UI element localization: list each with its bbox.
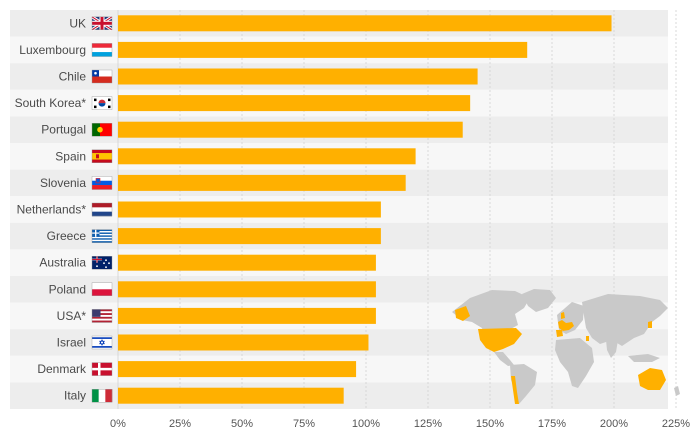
map-australia (638, 368, 666, 390)
flag-australia-icon (91, 256, 113, 270)
category-label: South Korea* (15, 96, 87, 110)
category-labels: UK Luxembourg Chile South Korea* Portugal Spa… (15, 16, 87, 402)
category-label: Luxembourg (19, 43, 86, 57)
bar (118, 307, 376, 324)
category-label: Italy (64, 389, 86, 403)
map-africa (555, 338, 594, 388)
flags (91, 15, 113, 403)
flag-spain-icon (91, 149, 113, 164)
flag-netherlands-icon (91, 202, 113, 217)
map-central-america (494, 352, 514, 366)
x-tick-label: 75% (293, 418, 315, 430)
flag-luxembourg-icon (91, 43, 113, 57)
category-label: Netherlands* (17, 203, 87, 217)
map-greenland (522, 289, 556, 312)
map-new-zealand (674, 386, 680, 396)
flag-poland-icon (91, 282, 113, 296)
bar (118, 254, 376, 271)
flag-uk-icon (91, 15, 113, 32)
flag-denmark-icon (91, 362, 113, 376)
x-tick-label: 175% (538, 418, 566, 430)
map-indonesia (628, 354, 660, 362)
map-north-america (452, 290, 530, 345)
flag-greece-icon (91, 229, 113, 243)
x-tick-label: 50% (231, 418, 253, 430)
category-label: Chile (59, 70, 87, 84)
bar (118, 387, 344, 404)
map-israel (586, 336, 589, 341)
flag-usa-icon (91, 309, 113, 323)
flag-israel-icon (91, 335, 113, 350)
map-india (606, 340, 618, 358)
x-axis-tick-labels: 0% 25% 50% 75% 100% 125% 150% 175% 200% 225% (110, 418, 690, 430)
category-label: Australia (39, 256, 86, 270)
category-label: Greece (47, 229, 87, 243)
world-map-icon (452, 289, 680, 404)
category-label: Portugal (41, 123, 86, 137)
bar (118, 68, 478, 85)
x-tick-label: 0% (110, 418, 126, 430)
x-tick-label: 100% (352, 418, 380, 430)
map-iberia (556, 330, 563, 337)
map-uk (561, 312, 565, 319)
category-label: Poland (49, 282, 86, 296)
category-label: Slovenia (40, 176, 86, 190)
bar (118, 148, 416, 165)
map-usa (478, 328, 522, 352)
flag-south-korea-icon (91, 96, 113, 110)
flag-portugal-icon (91, 122, 113, 137)
category-label: UK (69, 16, 86, 30)
map-chile (511, 376, 519, 404)
flag-slovenia-icon (91, 176, 113, 190)
flag-italy-icon (91, 389, 113, 403)
x-tick-label: 225% (662, 418, 690, 430)
category-label: Spain (55, 149, 86, 163)
bar (118, 228, 381, 245)
bar (118, 15, 612, 32)
map-asia (582, 294, 668, 346)
bars (118, 15, 612, 404)
bar (118, 174, 406, 191)
category-label: Denmark (37, 362, 87, 376)
bar (118, 95, 471, 112)
x-tick-label: 125% (414, 418, 442, 430)
x-tick-label: 25% (169, 418, 191, 430)
bar (118, 281, 376, 298)
category-label: Israel (57, 336, 86, 350)
bar (118, 334, 369, 351)
map-alaska (455, 306, 470, 321)
bar (118, 41, 528, 58)
x-tick-label: 150% (476, 418, 504, 430)
map-south-korea (648, 321, 652, 328)
bar (118, 121, 463, 138)
x-tick-label: 200% (600, 418, 628, 430)
bar (118, 201, 381, 218)
flag-chile-icon (91, 69, 113, 84)
category-label: USA* (57, 309, 87, 323)
bar (118, 361, 357, 378)
map-europe-highlights (558, 320, 574, 331)
